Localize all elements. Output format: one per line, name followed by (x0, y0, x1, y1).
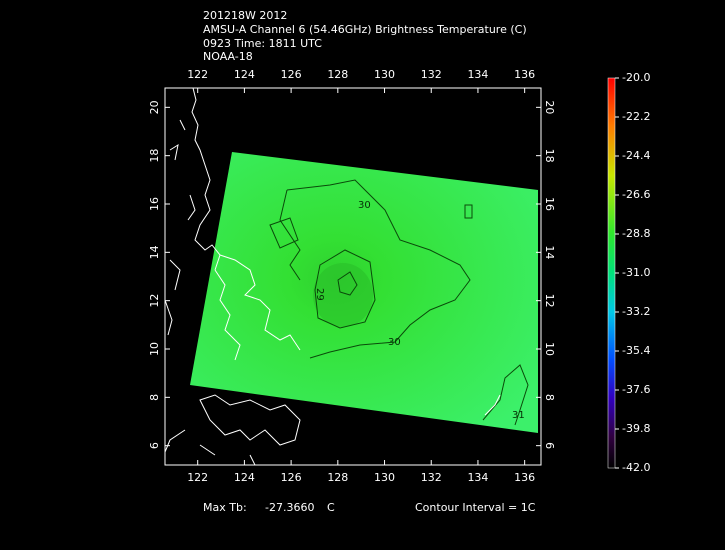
y-tick-label: 18 (148, 149, 161, 163)
y-tick-label: 12 (148, 294, 161, 308)
header-line: 0923 Time: 1811 UTC (203, 37, 322, 50)
y-tick-label: 12 (543, 294, 556, 308)
y-tick-label: 14 (543, 245, 556, 259)
colorbar-tick-label: -22.2 (622, 110, 650, 123)
x-tick-label: 132 (421, 68, 442, 81)
x-tick-label: 124 (234, 68, 255, 81)
y-tick-label: 6 (543, 442, 556, 449)
x-tick-label: 122 (187, 471, 208, 484)
y-tick-label: 8 (148, 394, 161, 401)
y-tick-label: 8 (543, 394, 556, 401)
coastline (164, 87, 501, 466)
footer-contour: Contour Interval = 1C (415, 501, 536, 514)
colorbar-tick-label: -33.2 (622, 305, 650, 318)
x-tick-label: 134 (467, 68, 488, 81)
footer-unit: C (327, 501, 335, 514)
contour-label: 29 (314, 288, 325, 301)
contour-label: 30 (388, 337, 401, 348)
contour-label: 31 (512, 410, 525, 421)
colorbar-tick-label: -39.8 (622, 422, 650, 435)
x-tick-label: 122 (187, 68, 208, 81)
x-tick-label: 126 (281, 68, 302, 81)
header-line: NOAA-18 (203, 50, 253, 63)
y-tick-label: 6 (148, 442, 161, 449)
colorbar-tick-label: -26.6 (622, 188, 650, 201)
y-tick-label: 10 (543, 342, 556, 356)
y-tick-label: 14 (148, 245, 161, 259)
x-tick-label: 124 (234, 471, 255, 484)
x-tick-label: 136 (514, 471, 535, 484)
x-tick-label: 132 (421, 471, 442, 484)
x-tick-label: 136 (514, 68, 535, 81)
x-tick-label: 130 (374, 68, 395, 81)
y-tick-label: 18 (543, 149, 556, 163)
colorbar-tick-label: -37.6 (622, 383, 650, 396)
y-tick-label: 20 (148, 100, 161, 114)
x-tick-label: 128 (327, 471, 348, 484)
x-tick-label: 126 (281, 471, 302, 484)
colorbar-tick-label: -28.8 (622, 227, 650, 240)
y-tick-label: 10 (148, 342, 161, 356)
contour-label: 30 (358, 200, 371, 211)
y-tick-label: 16 (543, 197, 556, 211)
header-line: AMSU-A Channel 6 (54.46GHz) Brightness T… (203, 23, 527, 36)
colorbar-tick-label: -35.4 (622, 344, 650, 357)
x-tick-label: 134 (467, 471, 488, 484)
x-tick-label: 130 (374, 471, 395, 484)
warm-core (313, 263, 373, 327)
header-line: 201218W 2012 (203, 9, 287, 22)
y-tick-label: 16 (148, 197, 161, 211)
contours (269, 179, 529, 426)
y-tick-label: 20 (543, 100, 556, 114)
footer-value: -27.3660 (265, 501, 314, 514)
colorbar-tick-label: -24.4 (622, 149, 650, 162)
colorbar (607, 77, 616, 469)
colorbar-tick-label: -20.0 (622, 71, 650, 84)
x-tick-label: 128 (327, 68, 348, 81)
footer-label: Max Tb: (203, 501, 247, 514)
colorbar-tick-label: -42.0 (622, 461, 650, 474)
colorbar-tick-label: -31.0 (622, 266, 650, 279)
